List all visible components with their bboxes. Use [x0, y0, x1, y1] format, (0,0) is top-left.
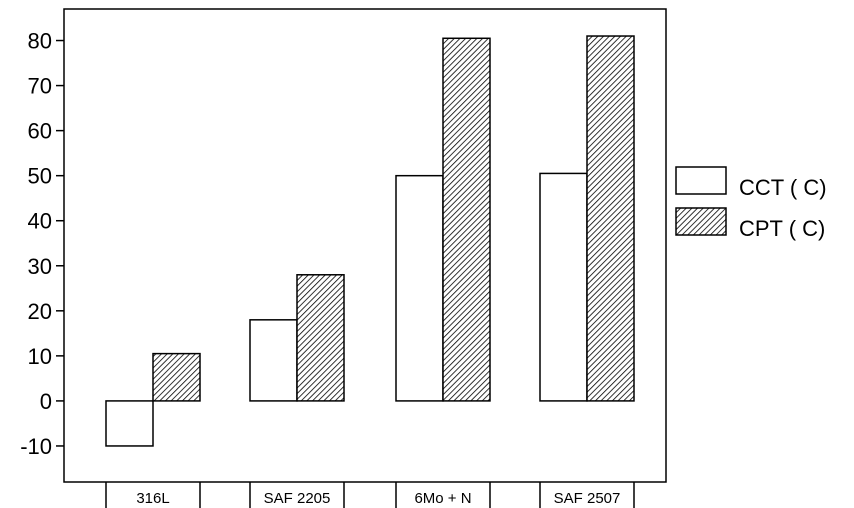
y-tick-label: 40	[28, 209, 52, 234]
category-label: SAF 2507	[554, 490, 621, 507]
bar-cpt	[586, 35, 635, 402]
y-tick-label: 30	[28, 254, 52, 279]
y-tick-label: 10	[28, 344, 52, 369]
y-tick-label: 50	[28, 164, 52, 189]
plot-frame	[63, 8, 667, 483]
plot-area: 80 70 60 50 40 30 20 10 0 -10 316L SAF 2205 6Mo + N S…	[20, 8, 667, 508]
bar-cct	[105, 400, 154, 447]
bar-cct	[539, 172, 588, 402]
category-label: SAF 2205	[264, 490, 331, 507]
y-tick-label: 60	[28, 119, 52, 144]
y-tick-label: 70	[28, 74, 52, 99]
y-tick-label: 20	[28, 299, 52, 324]
category-label: 6Mo + N	[414, 490, 471, 507]
bar-cct	[249, 319, 298, 402]
legend-label-cpt: CPT ( C)	[739, 216, 825, 241]
bar-cpt	[442, 37, 491, 402]
y-tick-label: 0	[40, 389, 52, 414]
legend-swatch-cpt	[675, 207, 727, 236]
bar-cct	[395, 174, 444, 402]
legend-label-cct: CCT ( C)	[739, 175, 827, 200]
legend: CCT ( C) CPT ( C)	[675, 166, 827, 241]
y-tick-label: 80	[28, 29, 52, 54]
bar-cpt	[152, 352, 201, 402]
y-tick-label: -10	[20, 434, 52, 459]
category-label: 316L	[136, 490, 169, 507]
legend-swatch-cct	[675, 166, 727, 195]
bar-cpt	[296, 274, 345, 402]
